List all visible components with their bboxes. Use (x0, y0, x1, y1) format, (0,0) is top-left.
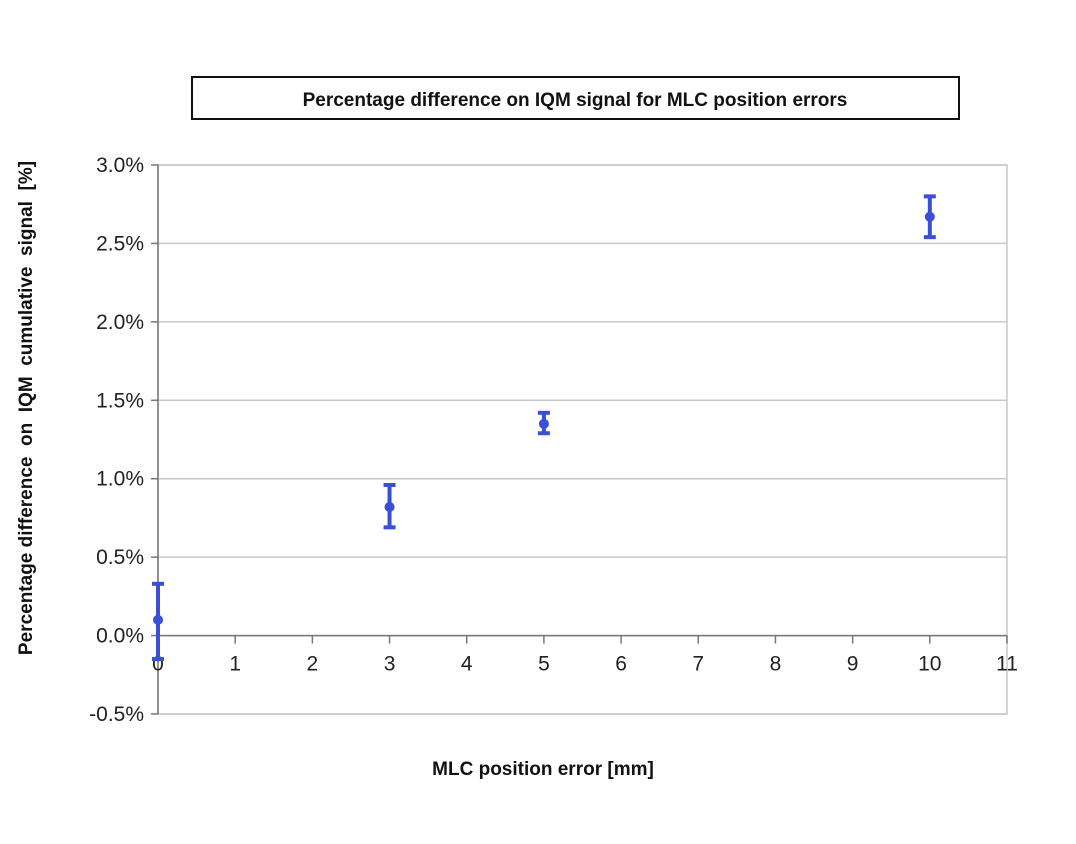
y-tick-label: 1.5% (96, 389, 144, 412)
x-tick-label: 8 (770, 653, 782, 676)
y-tick-label: 0.0% (96, 625, 144, 648)
y-tick-label: 3.0% (96, 154, 144, 177)
grid-layer (158, 164, 1007, 715)
x-tick-label: 4 (461, 653, 473, 676)
y-tick-label: 0.5% (96, 546, 144, 569)
chart-title-box: Percentage difference on IQM signal for … (191, 76, 960, 120)
x-tick-label: 1 (229, 653, 241, 676)
y-axis-title: Percentage difference on IQM cumulative … (16, 161, 37, 655)
y-tick-label: -0.5% (89, 703, 144, 726)
x-tick-label: 9 (847, 653, 859, 676)
x-tick-label: 6 (615, 653, 627, 676)
series-layer (152, 194, 936, 662)
y-tick-label: 1.0% (96, 468, 144, 491)
plot-border (157, 164, 1008, 715)
x-tick-label: 2 (307, 653, 319, 676)
y-tick-label: 2.5% (96, 232, 144, 255)
x-tick-label: 7 (692, 653, 704, 676)
y-tick-label: 2.0% (96, 311, 144, 334)
data-point (153, 614, 163, 625)
chart-title: Percentage difference on IQM signal for … (303, 90, 848, 111)
data-point (924, 211, 935, 222)
x-tick-label: 10 (918, 653, 941, 676)
axis-layer (151, 164, 1008, 715)
tick-layer: 3.0% 2.5% 2.0% 1.5% 1.0% 0.5% 0.0% -0.5% 0 1 2 3 4 5 6… (89, 154, 1018, 726)
data-point (384, 501, 395, 512)
data-point (538, 418, 549, 429)
x-tick-label: 5 (538, 653, 550, 676)
x-tick-label: 3 (384, 653, 396, 676)
x-tick-label: 11 (996, 653, 1018, 676)
x-tick-label: 0 (152, 653, 164, 676)
x-axis-title: MLC position error [mm] (432, 759, 654, 780)
